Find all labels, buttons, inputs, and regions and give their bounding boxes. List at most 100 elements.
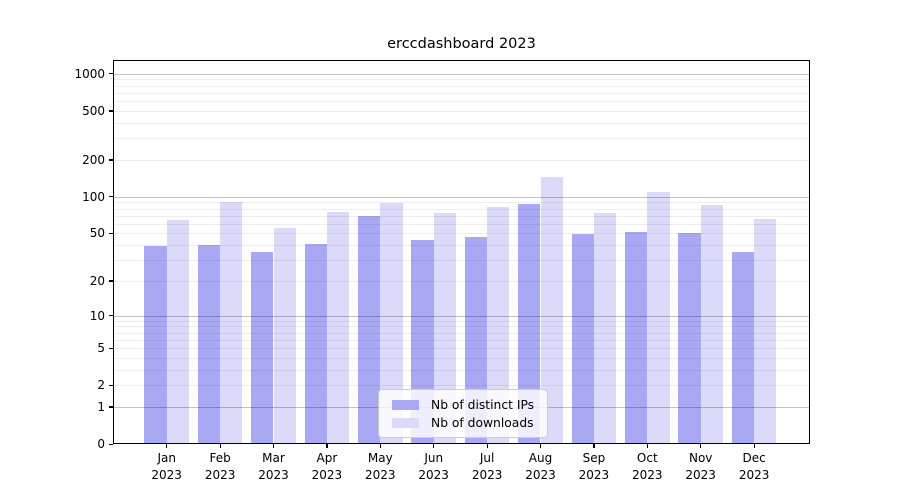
y-tick-label-10: 10 (89, 308, 105, 323)
x-axis-tick (486, 444, 488, 448)
minor-gridline (113, 79, 810, 81)
legend-label-distinct-ips: Nb of distinct IPs (431, 398, 535, 412)
legend-label-downloads: Nb of downloads (431, 416, 534, 430)
x-tick-label-may: May 2023 (365, 451, 396, 482)
minor-gridline (113, 215, 810, 217)
minor-gridline (113, 245, 810, 246)
minor-gridline (113, 159, 810, 161)
bar-distinct-ips-dec (731, 251, 755, 444)
bar-downloads-jul (487, 207, 510, 444)
bar-downloads-jan (166, 219, 189, 444)
x-tick-label-jul: Jul 2023 (471, 451, 503, 482)
minor-gridline (113, 202, 810, 204)
x-tick-label-jan: Jan 2023 (151, 451, 182, 482)
minor-gridline (113, 326, 810, 328)
x-axis-tick (646, 444, 649, 448)
y-tick-label-1000: 1000 (74, 66, 105, 81)
bar-distinct-ips-mar (251, 251, 274, 444)
y-axis-tick (109, 406, 113, 408)
x-axis-tick (593, 444, 595, 448)
x-tick-label-dec: Dec 2023 (738, 451, 770, 482)
bar-distinct-ips-sep (571, 234, 594, 444)
y-axis-tick (109, 280, 113, 282)
y-tick-label-100: 100 (82, 189, 105, 204)
y-tick-label-2: 2 (97, 378, 105, 393)
x-axis-tick (219, 444, 221, 448)
minor-gridline (113, 339, 810, 341)
bar-downloads-sep (593, 213, 617, 444)
minor-gridline (113, 85, 810, 87)
bar-distinct-ips-oct (625, 232, 648, 444)
x-tick-label-mar: Mar 2023 (258, 451, 289, 482)
legend-swatch-distinct-ips (392, 400, 419, 410)
legend-item-downloads: Nb of downloads (387, 415, 539, 431)
y-tick-label-500: 500 (82, 103, 105, 118)
bar-distinct-ips-feb (197, 245, 221, 444)
y-axis-tick (109, 196, 113, 198)
y-tick-label-50: 50 (89, 226, 105, 241)
bar-downloads-feb (220, 202, 243, 444)
x-tick-label-jun: Jun 2023 (418, 451, 449, 482)
major-gridline (113, 73, 810, 75)
chart-title: erccdashboard 2023 (387, 36, 536, 52)
minor-gridline (113, 122, 810, 124)
y-tick-label-1: 1 (97, 399, 105, 414)
x-axis-tick (433, 444, 435, 448)
bar-downloads-oct (647, 192, 670, 444)
bar-downloads-mar (273, 228, 296, 444)
bar-distinct-ips-apr (304, 243, 327, 444)
legend-item-distinct-ips: Nb of distinct IPs (387, 397, 539, 413)
y-axis-tick (109, 232, 113, 235)
bar-downloads-nov (700, 205, 723, 444)
y-tick-label-200: 200 (82, 152, 105, 167)
bar-distinct-ips-may (358, 215, 381, 444)
x-tick-label-sep: Sep 2023 (578, 451, 610, 482)
x-tick-label-feb: Feb 2023 (204, 451, 236, 482)
x-axis-tick (166, 444, 168, 448)
x-tick-label-oct: Oct 2023 (632, 451, 663, 482)
bar-distinct-ips-nov (678, 233, 701, 444)
y-axis-tick (109, 73, 113, 75)
minor-gridline (113, 280, 810, 282)
minor-gridline (113, 208, 810, 210)
x-tick-label-nov: Nov 2023 (685, 451, 716, 482)
legend: Nb of distinct IPs Nb of downloads (378, 389, 548, 438)
y-axis-tick (109, 159, 113, 161)
x-axis-tick (379, 444, 382, 448)
y-axis-tick (109, 347, 113, 349)
y-axis-tick (109, 110, 113, 112)
x-tick-label-aug: Aug 2023 (525, 451, 556, 482)
x-tick-label-apr: Apr 2023 (311, 451, 343, 482)
minor-gridline (113, 110, 810, 112)
x-axis-tick (540, 444, 542, 448)
minor-gridline (113, 332, 810, 334)
x-axis-tick (700, 444, 702, 448)
major-gridline (113, 196, 810, 198)
bar-distinct-ips-aug (518, 204, 541, 444)
minor-gridline (113, 369, 810, 371)
bar-downloads-may (380, 203, 403, 444)
minor-gridline (113, 138, 810, 140)
bar-downloads-apr (326, 211, 350, 444)
minor-gridline (113, 385, 810, 387)
bar-downloads-aug (540, 177, 563, 444)
minor-gridline (113, 92, 810, 94)
y-tick-label-0: 0 (97, 437, 105, 451)
minor-gridline (113, 320, 810, 322)
y-axis-tick (109, 443, 113, 445)
x-axis-tick (753, 444, 755, 448)
minor-gridline (113, 101, 810, 103)
minor-gridline (113, 233, 810, 235)
y-axis-tick (109, 384, 113, 386)
x-axis-tick (273, 444, 275, 448)
minor-gridline (113, 357, 810, 359)
minor-gridline (113, 260, 810, 261)
y-tick-label-20: 20 (89, 273, 105, 288)
bar-downloads-dec (754, 218, 777, 444)
minor-gridline (113, 348, 810, 349)
bar-downloads-jun (433, 213, 456, 444)
major-gridline (113, 315, 810, 317)
x-axis-tick (326, 444, 328, 448)
minor-gridline (113, 223, 810, 225)
